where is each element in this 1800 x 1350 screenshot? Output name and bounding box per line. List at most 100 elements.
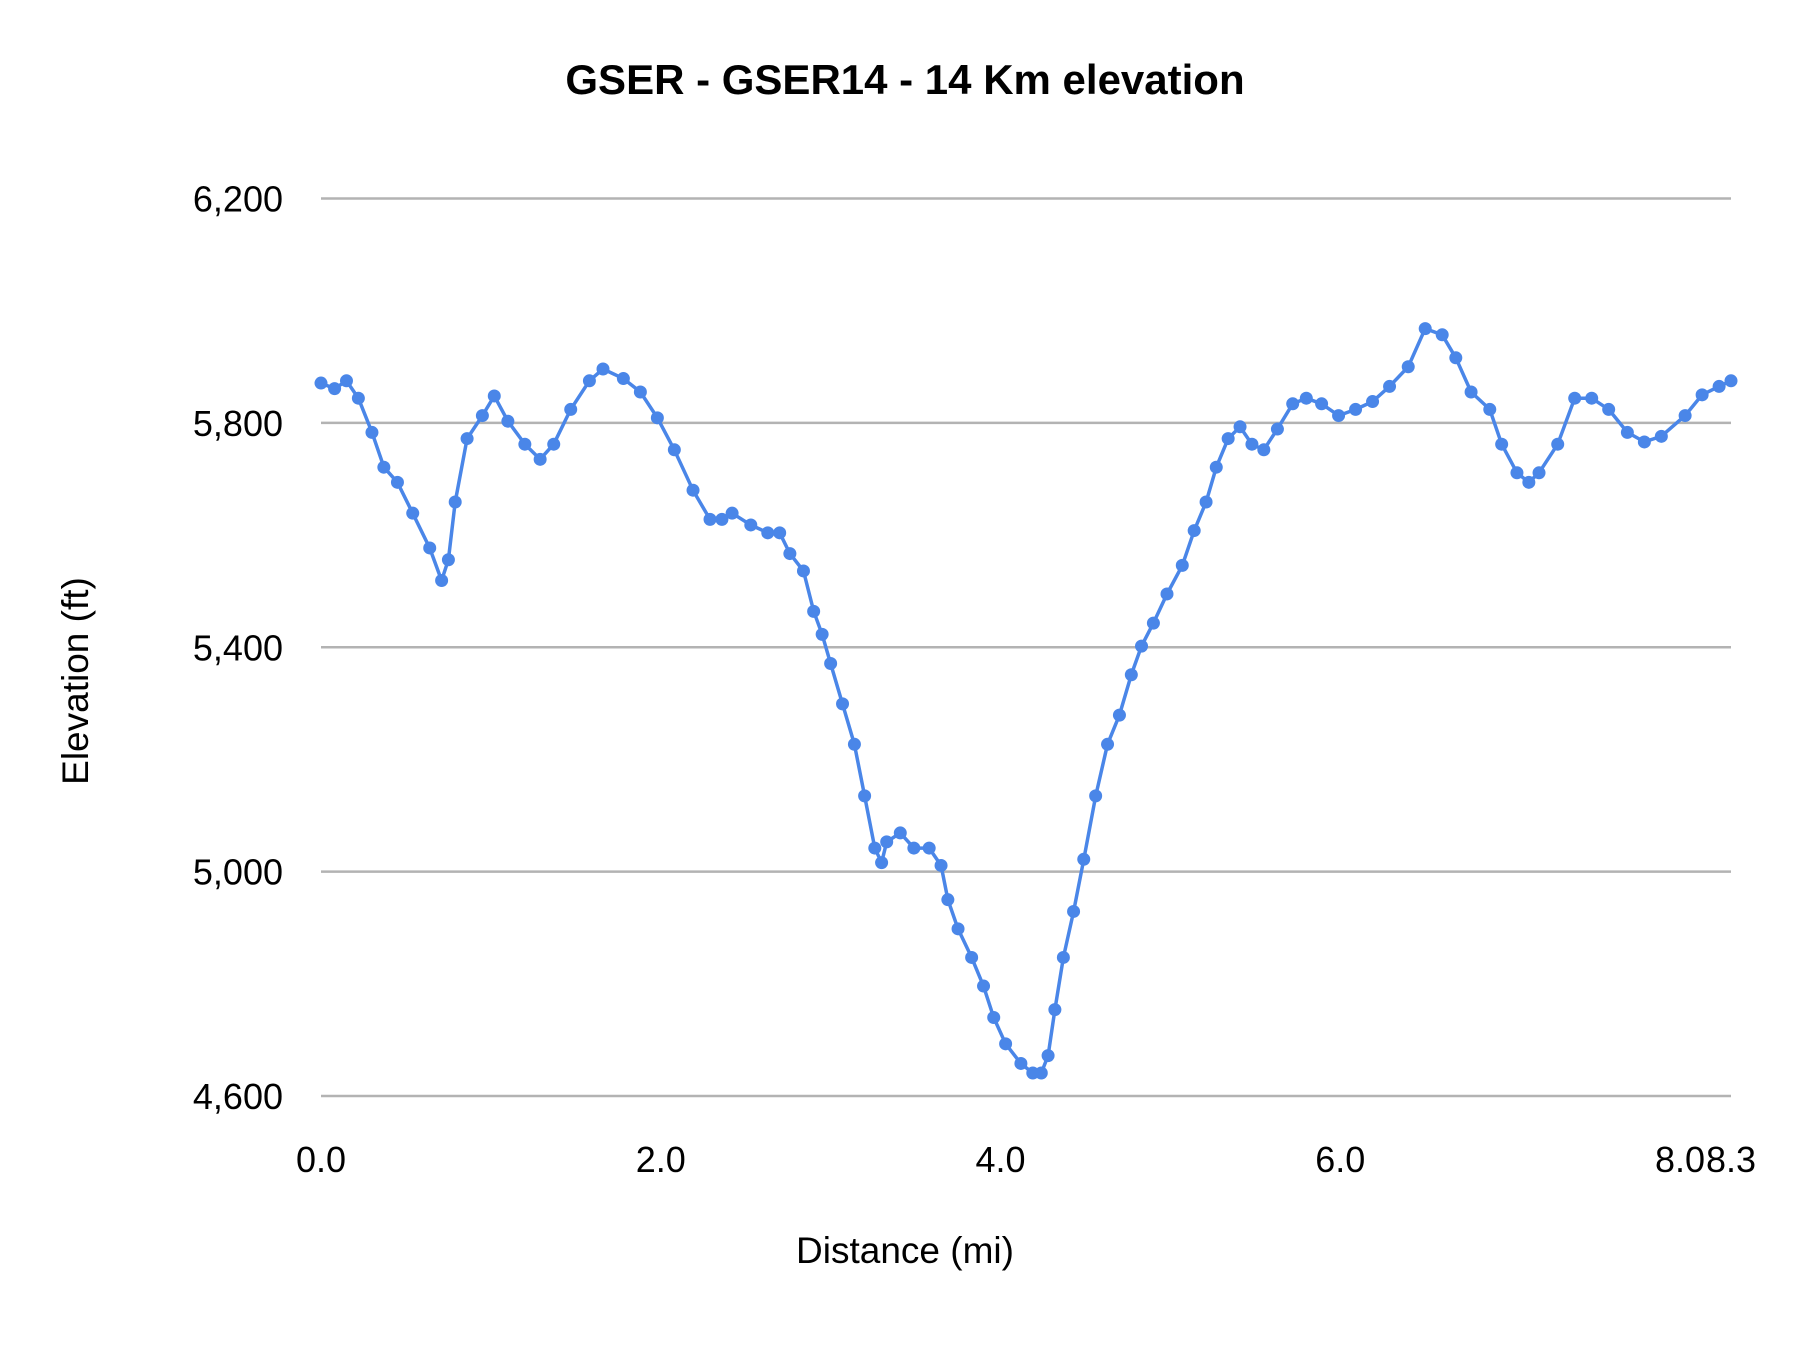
chart-title: GSER - GSER14 - 14 Km elevation: [565, 56, 1244, 103]
data-point: [744, 518, 758, 532]
data-point: [1366, 395, 1380, 409]
data-point: [339, 374, 353, 388]
data-point: [703, 512, 717, 526]
data-point: [390, 475, 404, 489]
y-axis-ticks: 4,600 5,000 5,400 5,800 6,200: [193, 179, 283, 1118]
data-point: [475, 409, 489, 423]
data-point: [847, 737, 861, 751]
x-tick-label: 6.0: [1315, 1139, 1365, 1180]
data-point: [1678, 409, 1692, 423]
data-point: [1654, 429, 1668, 443]
data-point: [941, 893, 955, 907]
data-point: [1034, 1066, 1048, 1080]
data-point: [1724, 374, 1738, 388]
data-point: [406, 506, 420, 520]
data-point: [314, 376, 328, 390]
data-point: [1585, 391, 1599, 405]
data-point: [448, 495, 462, 509]
data-point: [1089, 789, 1103, 803]
data-point: [999, 1037, 1013, 1051]
data-point: [1209, 460, 1223, 474]
x-axis-ticks: 0.0 2.0 4.0 6.0 8.0 8.3: [296, 1139, 1756, 1180]
x-tick-label: 4.0: [975, 1139, 1025, 1180]
data-point: [715, 512, 729, 526]
data-point: [1418, 322, 1432, 336]
data-point: [1620, 425, 1634, 439]
data-point: [487, 389, 501, 403]
data-point: [1349, 402, 1363, 416]
data-point: [1551, 437, 1565, 451]
data-point: [951, 922, 965, 936]
data-point: [1199, 495, 1213, 509]
y-tick-label: 6,200: [193, 179, 283, 220]
data-point: [977, 979, 991, 993]
data-point: [880, 835, 894, 849]
data-point: [1077, 852, 1091, 866]
data-point: [965, 950, 979, 964]
data-point: [868, 841, 882, 855]
data-point: [761, 526, 775, 540]
data-point: [783, 547, 797, 561]
data-point: [987, 1010, 1001, 1024]
data-point: [596, 362, 610, 376]
data-point: [807, 604, 821, 618]
data-point: [1257, 443, 1271, 457]
data-point: [547, 437, 561, 451]
data-point: [1160, 587, 1174, 601]
data-point: [1299, 391, 1313, 405]
data-point: [1637, 435, 1651, 449]
data-point: [1175, 558, 1189, 572]
data-point: [1510, 466, 1524, 480]
y-tick-label: 4,600: [193, 1076, 283, 1117]
x-tick-label: 8.0: [1655, 1139, 1705, 1180]
data-point: [435, 573, 449, 587]
series-line: [320, 326, 1732, 1075]
gridlines: [321, 197, 1731, 1098]
x-axis-title: Distance (mi): [796, 1230, 1014, 1271]
data-point: [501, 414, 515, 428]
x-tick-label: 2.0: [636, 1139, 686, 1180]
data-point: [858, 789, 872, 803]
data-point: [1332, 409, 1346, 423]
y-tick-label: 5,800: [193, 403, 283, 444]
data-point: [667, 443, 681, 457]
data-point: [533, 452, 547, 466]
data-point: [328, 382, 342, 396]
data-point: [875, 856, 889, 870]
data-point: [824, 657, 838, 671]
data-point: [1041, 1049, 1055, 1063]
data-point: [893, 826, 907, 840]
data-point: [423, 541, 437, 555]
y-tick-label: 5,000: [193, 852, 283, 893]
data-point: [1270, 422, 1284, 436]
data-point: [1464, 385, 1478, 399]
data-point: [1048, 1003, 1062, 1017]
data-point: [1315, 397, 1329, 411]
data-point: [441, 553, 455, 567]
data-point: [1112, 708, 1126, 722]
data-point: [773, 526, 787, 540]
y-axis-title: Elevation (ft): [55, 577, 96, 785]
data-point: [1286, 397, 1300, 411]
data-point: [1146, 616, 1160, 630]
data-point: [1067, 904, 1081, 918]
data-point: [1187, 524, 1201, 538]
data-point: [1383, 379, 1397, 393]
data-point: [518, 437, 532, 451]
data-point: [1435, 328, 1449, 342]
data-point: [1495, 437, 1509, 451]
x-tick-label: 8.3: [1706, 1139, 1756, 1180]
data-point: [377, 460, 391, 474]
data-point: [1483, 402, 1497, 416]
data-point: [564, 402, 578, 416]
data-point: [365, 425, 379, 439]
data-point: [650, 411, 664, 425]
data-point: [1522, 475, 1536, 489]
data-point: [1401, 360, 1415, 374]
data-point: [1602, 402, 1616, 416]
data-point: [796, 564, 810, 578]
x-tick-label: 0.0: [296, 1139, 346, 1180]
data-point: [351, 391, 365, 405]
data-point: [1124, 668, 1138, 682]
